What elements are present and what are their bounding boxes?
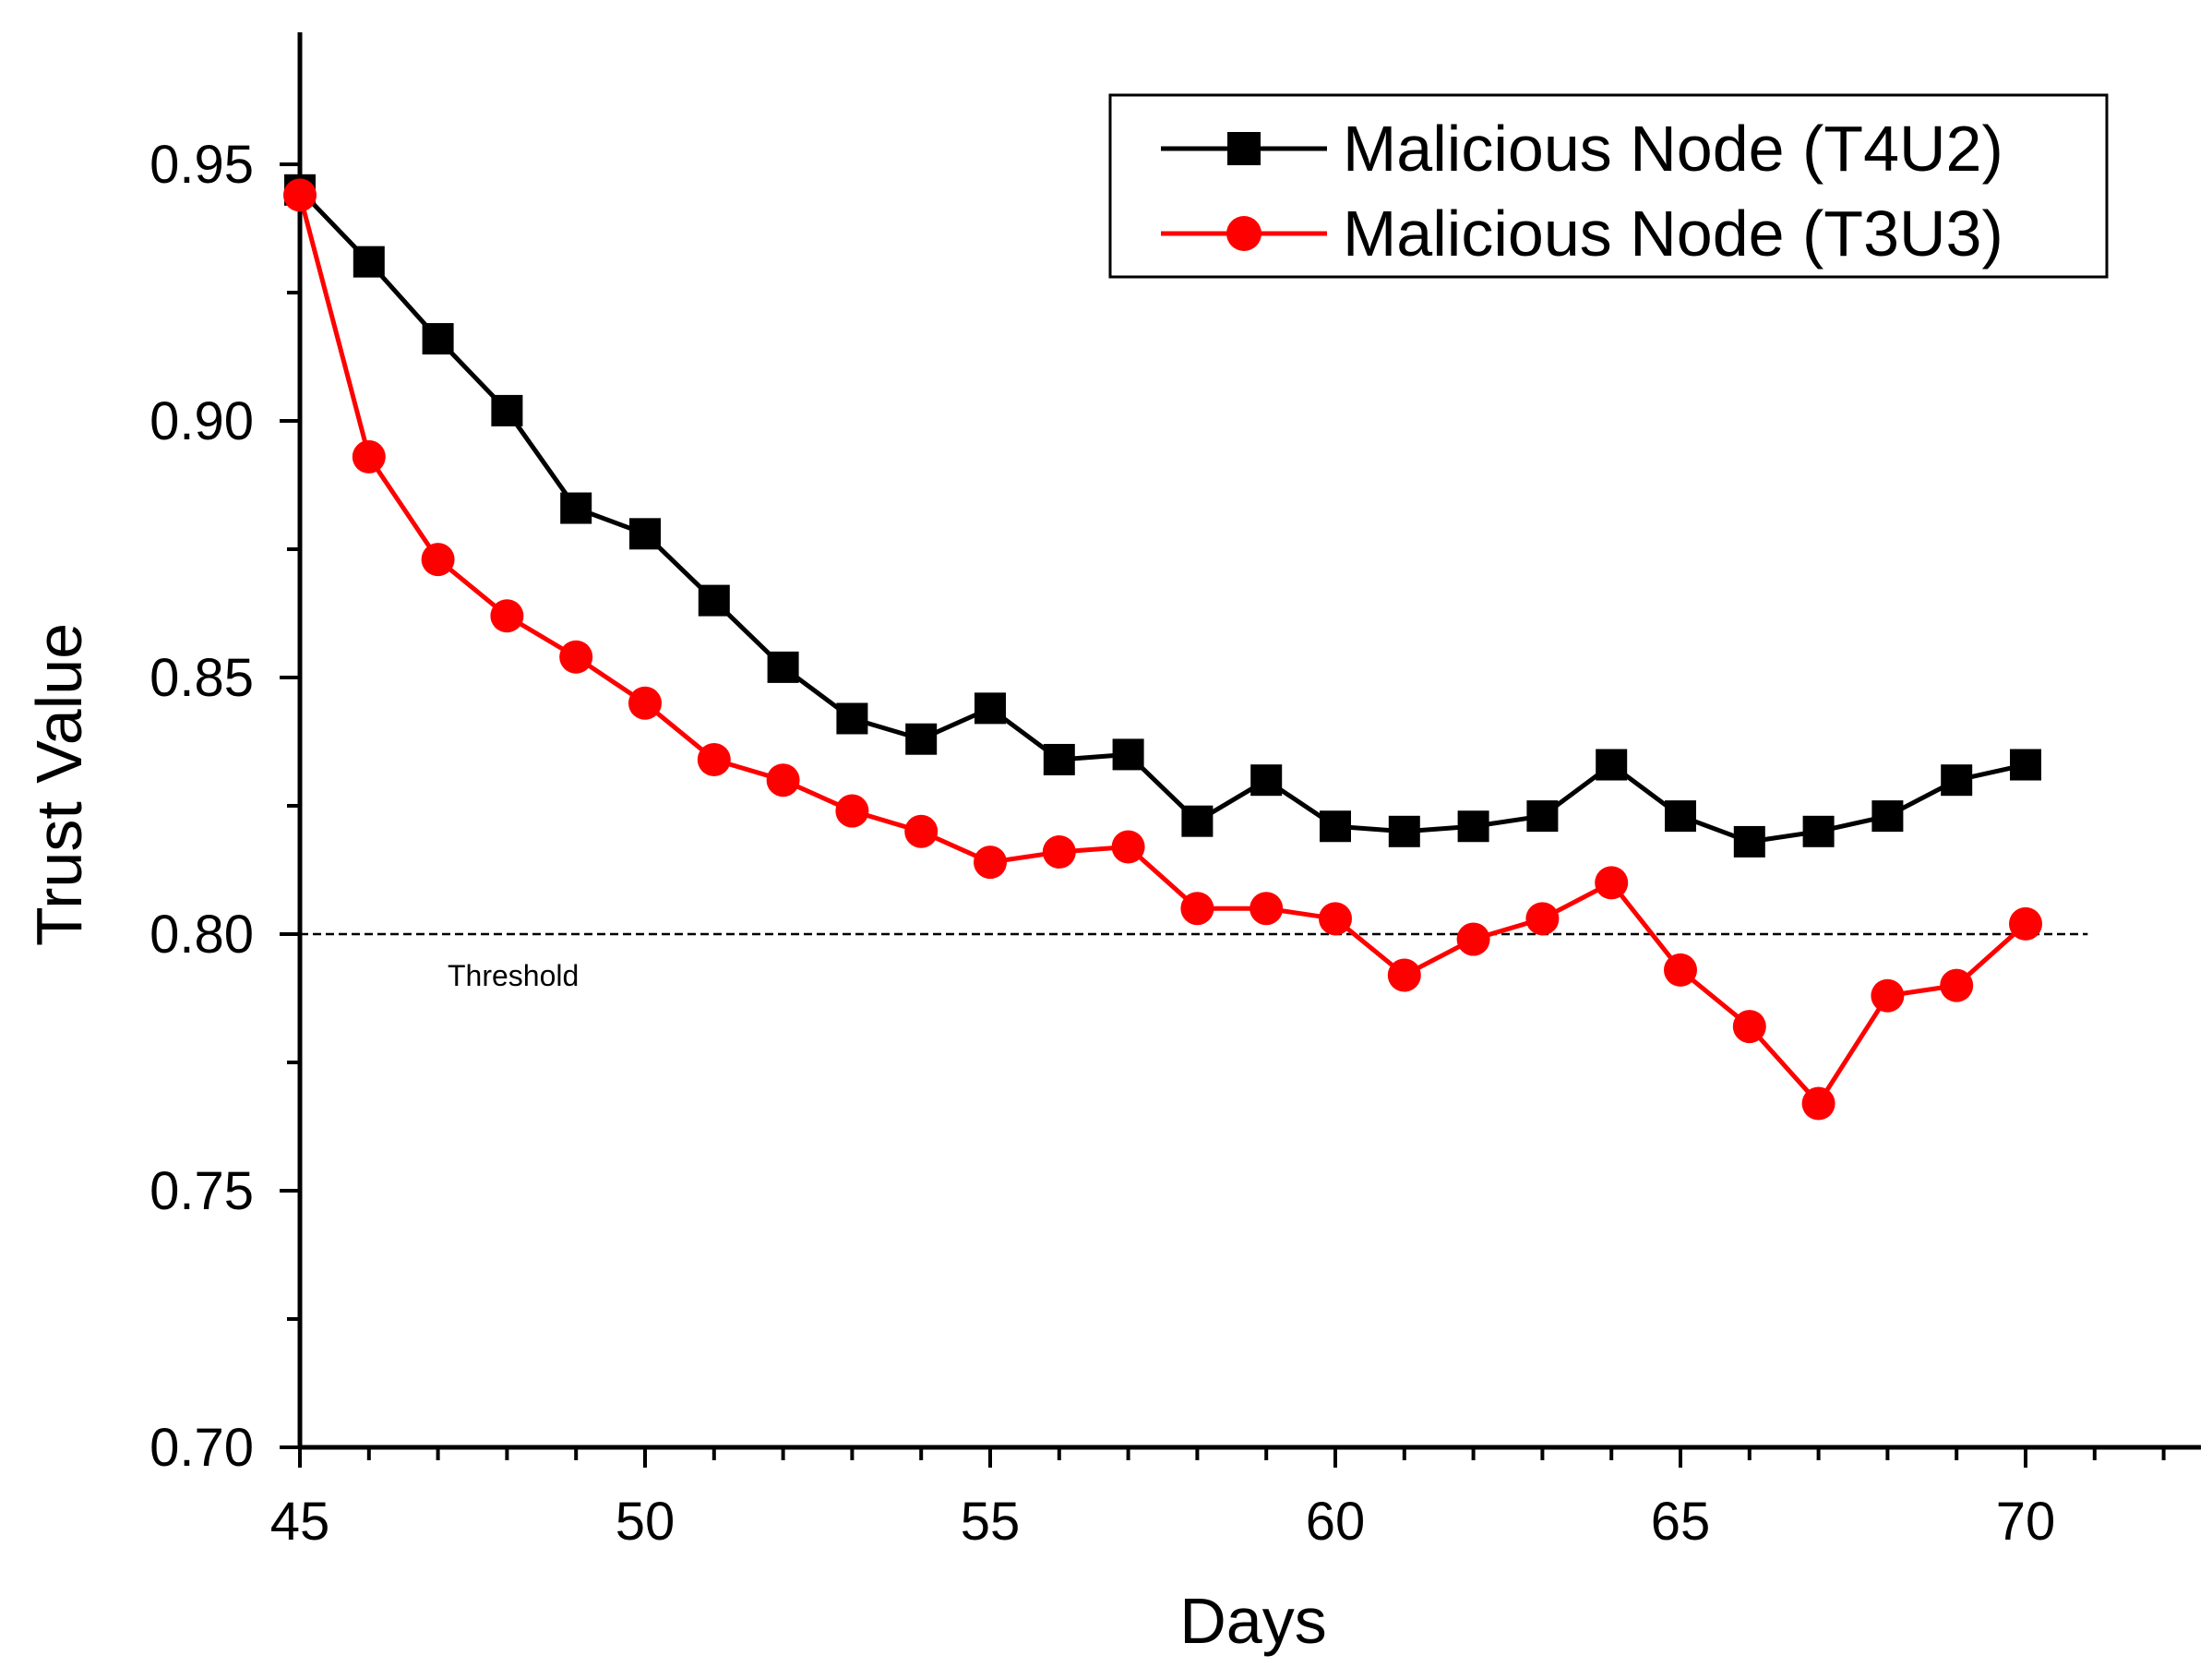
- legend: Malicious Node (T4U2) Malicious Node (T3…: [1108, 93, 2109, 279]
- data-point: [422, 323, 454, 355]
- data-point: [1320, 810, 1351, 843]
- data-point: [904, 814, 939, 848]
- y-tick-label: 0.85: [149, 648, 254, 708]
- data-point: [1388, 815, 1420, 847]
- data-point: [698, 584, 730, 617]
- data-point: [974, 692, 1006, 725]
- data-point: [1595, 866, 1629, 900]
- y-axis-title: Trust Value: [23, 623, 95, 946]
- data-point: [1319, 902, 1352, 936]
- data-point: [1802, 815, 1835, 847]
- data-point: [1112, 738, 1144, 771]
- data-point: [767, 651, 799, 683]
- data-point: [1941, 764, 1973, 797]
- data-point: [1596, 749, 1628, 781]
- data-point: [1733, 825, 1765, 857]
- data-point: [559, 640, 593, 674]
- data-point: [836, 702, 868, 735]
- data-point: [1249, 892, 1284, 926]
- data-point: [353, 246, 385, 278]
- data-point: [283, 178, 317, 212]
- data-point: [1940, 968, 1974, 1002]
- y-tick-label: 0.95: [149, 135, 254, 195]
- data-point: [1457, 810, 1489, 843]
- x-tick-label: 60: [1306, 1492, 1366, 1552]
- legend-marker-t3u3: [1226, 216, 1261, 251]
- data-point: [1525, 902, 1560, 936]
- data-point: [905, 723, 938, 755]
- x-tick-label: 70: [1996, 1492, 2056, 1552]
- data-point: [352, 439, 386, 474]
- legend-box: [1108, 93, 2109, 279]
- legend-label-t3u3: Malicious Node (T3U3): [1343, 198, 2003, 270]
- axes: 45 50 55 60 65 70 0.70 0.75 0.80 0.85 0.90 0.95: [149, 32, 2201, 1552]
- data-point: [1387, 958, 1421, 992]
- y-tick-label: 0.90: [149, 391, 254, 451]
- data-point: [1250, 764, 1283, 797]
- data-point: [835, 794, 869, 828]
- x-axis-title: Days: [1179, 1585, 1326, 1657]
- data-point: [1111, 830, 1145, 864]
- data-point: [1042, 835, 1076, 869]
- legend-marker-t4u2: [1227, 132, 1261, 165]
- threshold-label: Threshold: [448, 959, 579, 992]
- data-point: [2010, 749, 2041, 781]
- x-tick-label: 55: [961, 1492, 1021, 1552]
- data-point: [697, 742, 731, 776]
- data-point: [2009, 906, 2042, 941]
- data-point: [1871, 800, 1904, 833]
- y-tick-label: 0.80: [149, 905, 254, 965]
- x-tick-label: 65: [1651, 1492, 1711, 1552]
- data-point: [491, 394, 523, 426]
- legend-label-t4u2: Malicious Node (T4U2): [1343, 113, 2003, 185]
- data-point: [490, 599, 524, 633]
- data-point: [974, 845, 1007, 880]
- data-point: [1180, 892, 1214, 926]
- series-layer: [283, 174, 2042, 1121]
- data-point: [1526, 800, 1559, 833]
- data-point: [1665, 800, 1696, 833]
- data-point: [1664, 953, 1697, 987]
- data-point: [1801, 1086, 1835, 1121]
- data-point: [766, 763, 800, 798]
- data-point: [1456, 922, 1490, 956]
- x-tick-label: 45: [270, 1492, 330, 1552]
- data-point: [421, 543, 455, 577]
- data-point: [1043, 743, 1075, 775]
- data-point: [629, 518, 661, 550]
- data-point: [1181, 805, 1214, 837]
- data-point: [1732, 1010, 1766, 1044]
- labels: Days Trust Value Threshold: [23, 623, 1327, 1657]
- x-tick-label: 50: [616, 1492, 676, 1552]
- y-tick-label: 0.75: [149, 1161, 254, 1221]
- series-t3u3: [283, 178, 2042, 1121]
- y-tick-label: 0.70: [149, 1418, 254, 1478]
- data-point: [560, 492, 592, 524]
- series-t4u2: [284, 174, 2041, 857]
- series-line: [298, 188, 2027, 845]
- data-point: [628, 686, 662, 720]
- data-point: [1871, 978, 1905, 1013]
